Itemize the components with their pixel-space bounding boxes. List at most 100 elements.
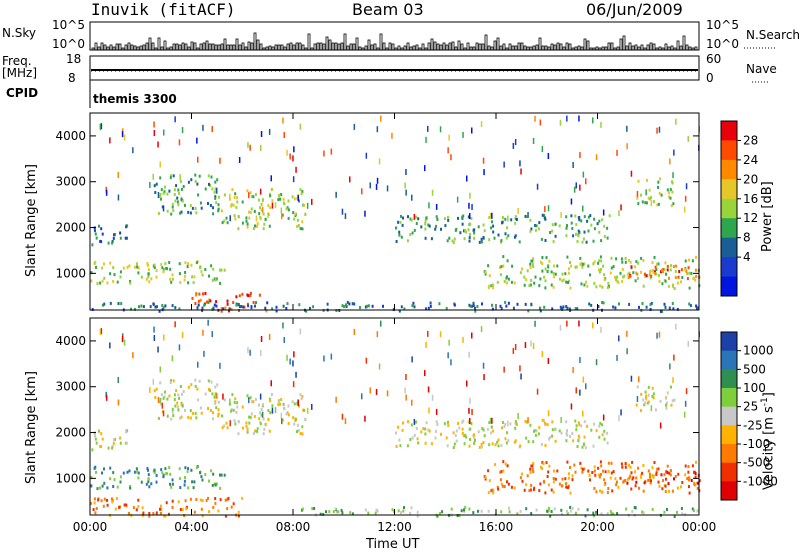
echo-cell	[671, 399, 674, 403]
echo-cell	[304, 212, 307, 216]
echo-cell	[502, 460, 505, 464]
echo-cell	[147, 268, 150, 272]
echo-cell	[301, 220, 304, 224]
echo-cell	[213, 190, 216, 194]
nsearch-tick-bottom: 10^0	[706, 37, 739, 51]
echo-cell	[616, 354, 618, 361]
echo-cell	[548, 437, 551, 441]
echo-cell	[187, 210, 190, 214]
echo-cell	[593, 465, 596, 469]
echo-cell	[187, 281, 190, 285]
echo-cell	[439, 126, 442, 133]
echo-cell	[243, 305, 246, 309]
echo-cell	[608, 284, 610, 288]
echo-cell	[666, 508, 668, 511]
echo-cell	[619, 476, 622, 480]
nsky-bar	[397, 45, 401, 51]
echo-cell	[658, 484, 661, 488]
echo-cell	[570, 221, 573, 225]
echo-cell	[463, 229, 465, 233]
echo-cell	[246, 427, 249, 431]
echo-cell	[471, 332, 473, 339]
echo-cell	[530, 227, 533, 231]
echo-cell	[652, 475, 655, 479]
echo-cell	[119, 270, 122, 274]
echo-cell	[249, 396, 252, 400]
echo-cell	[468, 202, 470, 209]
echo-cell	[100, 499, 103, 503]
echo-cell	[112, 236, 115, 240]
nsky-bar	[358, 46, 362, 51]
echo-cell	[577, 229, 580, 233]
echo-cell	[119, 275, 122, 279]
echo-cell	[281, 418, 284, 422]
echo-cell	[673, 287, 676, 290]
echo-cell	[221, 414, 223, 418]
echo-cell	[397, 220, 400, 224]
echo-cell	[248, 210, 251, 214]
echo-cell	[233, 401, 236, 404]
echo-cell	[525, 436, 528, 440]
echo-cell	[547, 153, 550, 159]
echo-cell	[294, 417, 297, 421]
echo-cell	[132, 352, 134, 359]
echo-cell	[378, 363, 381, 370]
echo-cell	[341, 304, 344, 308]
echo-cell	[593, 486, 596, 490]
echo-cell	[280, 398, 283, 401]
echo-cell	[184, 466, 187, 470]
echo-cell	[105, 394, 108, 401]
echo-cell	[214, 497, 217, 500]
echo-cell	[117, 194, 120, 201]
echo-cell	[187, 467, 190, 471]
echo-cell	[427, 428, 430, 432]
echo-cell	[279, 402, 282, 406]
echo-cell	[645, 274, 648, 278]
echo-cell	[214, 195, 217, 199]
echo-cell	[220, 473, 223, 477]
echo-cell	[425, 307, 427, 311]
echo-cell	[163, 129, 165, 136]
echo-cell	[217, 209, 220, 213]
echo-cell	[119, 436, 122, 440]
echo-cell	[301, 507, 304, 511]
echo-cell	[256, 427, 259, 431]
echo-cell	[287, 404, 290, 408]
echo-cell	[543, 213, 545, 217]
colorbar-segment	[721, 140, 737, 161]
nsky-bar	[481, 43, 485, 51]
nsky-bar	[643, 47, 647, 51]
echo-cell	[577, 421, 580, 425]
echo-cell	[400, 511, 402, 515]
echo-cell	[380, 115, 382, 122]
echo-cell	[178, 191, 181, 195]
echo-cell	[306, 407, 309, 414]
echo-cell	[666, 188, 669, 192]
echo-cell	[651, 386, 654, 390]
echo-cell	[600, 239, 603, 243]
echo-cell	[159, 176, 162, 180]
echo-cell	[550, 283, 553, 287]
echo-cell	[172, 209, 175, 212]
echo-cell	[687, 135, 689, 142]
echo-cell	[676, 307, 679, 311]
nsky-bar	[394, 47, 398, 51]
echo-cell	[662, 479, 664, 483]
echo-cell	[631, 477, 634, 481]
nsky-bar	[535, 44, 539, 51]
echo-cell	[191, 296, 194, 300]
echo-cell	[612, 305, 615, 309]
echo-cell	[551, 223, 554, 227]
echo-cell	[596, 222, 599, 226]
echo-cell	[593, 217, 596, 221]
echo-cell	[94, 437, 97, 441]
echo-cell	[560, 484, 563, 488]
echo-cell	[231, 188, 234, 192]
nsky-bar	[187, 46, 191, 51]
nsky-bar	[403, 45, 407, 51]
echo-cell	[521, 472, 523, 476]
echo-cell	[543, 216, 546, 220]
echo-cell	[581, 467, 584, 471]
echo-cell	[651, 268, 654, 272]
echo-cell	[652, 392, 655, 396]
